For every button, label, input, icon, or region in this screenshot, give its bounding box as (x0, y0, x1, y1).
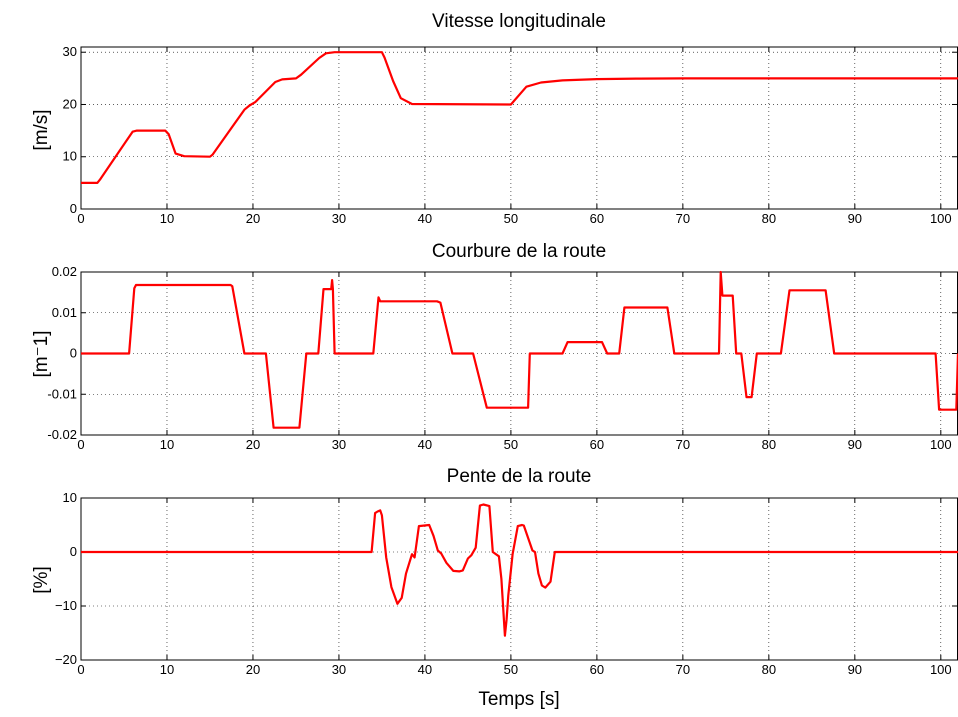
curvature-ylabel: [m⁻1] (31, 331, 52, 378)
curvature-xtick-label: 30 (332, 437, 346, 452)
speed-xtick-label: 10 (160, 211, 174, 226)
slope-xtick-label: 10 (160, 662, 174, 677)
curvature-ytick-label: 0 (70, 346, 77, 361)
slope-xtick-label: 30 (332, 662, 346, 677)
speed-xtick-label: 30 (332, 211, 346, 226)
speed-xtick-label: 90 (848, 211, 862, 226)
slope-title: Pente de la route (447, 466, 592, 487)
slope-xtick-label: 40 (418, 662, 432, 677)
curvature-ytick-label: 0.02 (52, 264, 77, 279)
slope-xtick-label: 80 (762, 662, 776, 677)
speed-ylabel: [m/s] (31, 109, 52, 150)
slope-panel: Pente de la route [%] Temps [s] 0 10 20 30 4… (31, 466, 958, 710)
speed-xtick-label: 80 (762, 211, 776, 226)
speed-xtick-label: 20 (246, 211, 260, 226)
speed-grid (81, 47, 958, 209)
curvature-xtick-label: 20 (246, 437, 260, 452)
speed-xtick-label: 60 (590, 211, 604, 226)
curvature-xtick-label: 0 (77, 437, 84, 452)
curvature-xtick-label: 60 (590, 437, 604, 452)
slope-xtick-label: 100 (930, 662, 952, 677)
slope-xtick-label: 0 (77, 662, 84, 677)
curvature-ytick-label: -0.01 (47, 386, 77, 401)
curvature-xtick-label: 10 (160, 437, 174, 452)
curvature-ytick-label: -0.02 (47, 427, 77, 442)
speed-xtick-label: 50 (504, 211, 518, 226)
speed-series-line (81, 51, 958, 184)
slope-xtick-label: 60 (590, 662, 604, 677)
curvature-title: Courbure de la route (432, 241, 606, 262)
slope-xtick-label: 20 (246, 662, 260, 677)
curvature-ytick-label: 0.01 (52, 305, 77, 320)
slope-xtick-label: 50 (504, 662, 518, 677)
slope-ytick-label: 10 (63, 490, 77, 505)
curvature-xtick-label: 70 (676, 437, 690, 452)
speed-ytick-label: 30 (63, 44, 77, 59)
speed-xtick-label: 40 (418, 211, 432, 226)
speed-xtick-label: 100 (930, 211, 952, 226)
curvature-xtick-label: 50 (504, 437, 518, 452)
slope-grid (81, 497, 958, 660)
speed-panel: Vitesse longitudinale [m/s] 0 10 20 30 40 50 6… (31, 11, 958, 226)
speed-title: Vitesse longitudinale (432, 11, 606, 32)
slope-xtick-label: 90 (848, 662, 862, 677)
curvature-xtick-label: 40 (418, 437, 432, 452)
slope-xtick-label: 70 (676, 662, 690, 677)
slope-ytick-label: 0 (70, 544, 77, 559)
slope-axes-frame (80, 497, 958, 661)
speed-ytick-label: 10 (63, 149, 77, 164)
speed-xtick-label: 70 (676, 211, 690, 226)
speed-axes-frame (80, 46, 958, 210)
speed-ytick-label: 0 (70, 201, 77, 216)
curvature-series-line (81, 270, 958, 429)
slope-series-line (81, 503, 958, 637)
curvature-panel: Courbure de la route [m⁻1] 0 10 20 30 40 50 60… (31, 241, 958, 452)
speed-xtick-label: 0 (77, 211, 84, 226)
curvature-xtick-label: 90 (848, 437, 862, 452)
curvature-xtick-label: 80 (762, 437, 776, 452)
slope-ylabel: [%] (31, 566, 52, 593)
time-xlabel: Temps [s] (478, 689, 559, 710)
slope-ytick-label: −10 (55, 598, 77, 613)
speed-ytick-label: 20 (63, 96, 77, 111)
curvature-xtick-label: 100 (930, 437, 952, 452)
slope-ytick-label: −20 (55, 652, 77, 667)
